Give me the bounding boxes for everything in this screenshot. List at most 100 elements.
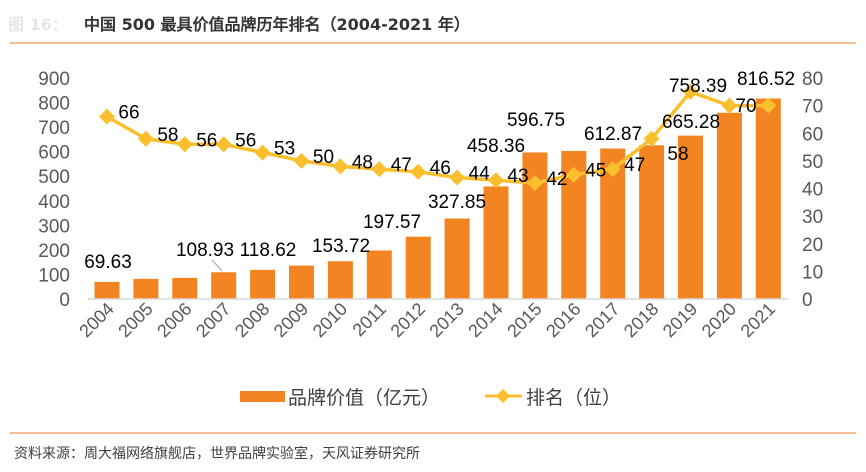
bar-value-label: 816.52 [737,69,795,90]
legend: 品牌价值（亿元） 排名（位） [240,387,621,409]
left-axis-tick: 0 [59,290,70,311]
bar-2009 [289,265,314,299]
bar-series [94,98,781,299]
rank-value-label: 47 [624,155,645,176]
bar-2021 [755,98,781,299]
left-axis-tick: 100 [38,265,70,286]
x-axis-tick: 2021 [737,299,779,341]
right-axis-tick: 70 [802,97,823,118]
figure-label: 图 16： [8,15,68,34]
bar-value-label: 458.36 [467,136,525,157]
rank-marker-2016 [565,166,582,183]
rank-value-label: 53 [274,139,295,160]
bar-value-label: 758.39 [669,76,727,97]
x-axis-tick: 2017 [581,299,623,341]
rank-value-label: 66 [118,103,139,124]
left-axis-tick: 900 [38,69,70,90]
x-axis-tick: 2008 [231,299,273,341]
right-axis-tick: 50 [802,152,823,173]
x-axis-tick: 2016 [542,299,584,341]
bar-2010 [327,261,353,299]
rank-marker-2014 [488,172,504,189]
rank-value-label: 45 [585,161,606,182]
bar-value-label: 153.72 [312,236,370,257]
data-labels: 69.63 108.93 118.62 153.72 197.57 327.85 458.3… [84,69,795,273]
rank-marker-2021 [760,97,777,114]
bar-2007 [211,272,237,299]
x-axis-tick: 2009 [270,299,312,341]
rank-value-label: 43 [507,166,528,187]
rank-value-label: 70 [735,96,756,117]
left-axis-tick: 400 [38,192,70,213]
line-series [99,83,777,191]
rank-marker-2004 [99,108,115,125]
bar-2005 [133,278,159,299]
bar-2018 [639,145,665,299]
legend-line-label: 排名（位） [526,387,621,409]
rank-marker-2012 [410,163,427,180]
rank-marker-2017 [604,161,621,178]
rank-value-label: 47 [391,155,412,176]
rank-marker-2010 [332,158,349,175]
x-axis-tick: 2012 [387,299,429,341]
x-axis-tick: 2019 [659,299,701,341]
left-axis-tick: 800 [38,94,70,115]
rank-value-label: 56 [235,130,256,151]
rank-value-label: 50 [313,147,334,168]
left-axis-tick: 700 [38,118,70,139]
rank-marker-2008 [254,144,271,161]
bar-2006 [172,277,198,299]
x-axis-tick: 2013 [425,299,467,341]
left-axis-tick: 200 [38,241,70,262]
right-axis-tick: 10 [802,262,823,283]
x-axis-tick: 2020 [698,299,740,341]
bar-value-label: 197.57 [363,212,421,233]
right-axis-tick: 40 [802,180,823,201]
rank-value-label: 58 [157,125,178,146]
bar-2004 [94,281,120,299]
rank-value-label: 58 [667,144,688,165]
x-axis-tick: 2005 [114,299,156,341]
bar-2020 [716,112,742,299]
rank-marker-2013 [449,169,466,186]
rank-marker-2019 [682,83,699,100]
bar-value-label: 69.63 [84,252,132,273]
bar-value-label: 118.62 [240,240,297,261]
rank-marker-2011 [371,161,388,178]
bar-2012 [405,236,431,299]
x-axis-tick: 2018 [620,299,662,341]
rank-value-label: 44 [469,163,491,184]
x-axis-tick: 2010 [309,299,351,341]
chart-title: 中国 500 最具价值品牌历年排名（2004-2021 年） [84,15,470,34]
right-axis-tick: 60 [802,124,823,145]
x-axis-tick: 2015 [503,299,545,341]
legend-bar-swatch [240,391,285,402]
bar-value-label: 612.87 [584,124,642,145]
legend-bar-label: 品牌价值（亿元） [288,387,440,409]
rank-marker-2007 [215,136,232,153]
bar-2019 [678,135,703,299]
rank-marker-2015 [526,174,543,191]
rank-value-label: 42 [546,169,567,190]
bar-value-label: 327.85 [428,192,486,213]
rank-marker-2006 [176,136,193,153]
bar-2014 [483,186,509,299]
rank-marker-2009 [293,152,310,169]
rank-marker-2005 [137,130,154,147]
bar-value-label: 596.75 [507,110,565,131]
right-axis-tick: 0 [802,290,813,311]
bar-value-label: 108.93 [176,240,234,261]
bar-value-label: 665.28 [662,112,720,133]
x-axis-tick: 2004 [75,299,117,341]
left-axis-tick: 300 [38,216,70,237]
legend-diamond-icon [496,389,510,403]
x-axis-tick: 2007 [192,299,234,341]
rank-value-label: 56 [196,130,217,151]
x-axis-tick: 2006 [153,299,195,341]
rank-marker-2020 [721,97,738,114]
rank-value-label: 48 [352,152,373,173]
x-axis-tick: 2014 [464,299,506,341]
left-axis-tick: 500 [38,167,70,188]
